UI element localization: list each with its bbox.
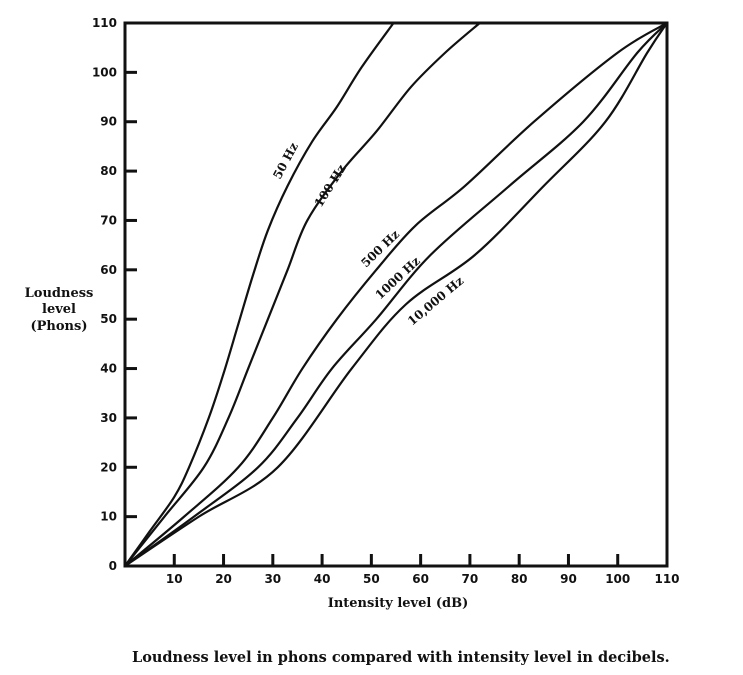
- curve-100hz: [124, 22, 481, 567]
- x-tick-label: 80: [511, 572, 528, 586]
- y-tick-label: 40: [100, 362, 117, 376]
- x-tick-label: 60: [412, 572, 429, 586]
- y-tick-label: 30: [100, 411, 117, 425]
- y-tick-label: 100: [92, 65, 117, 79]
- y-tick-label: 20: [100, 460, 117, 474]
- y-axis-title-line-1: Loudness: [25, 286, 94, 301]
- y-axis-title: Loudness level (Phons): [25, 286, 94, 334]
- curve-500hz: [124, 22, 668, 567]
- y-tick-label: 90: [100, 115, 117, 129]
- curve-1000hz: [124, 22, 668, 567]
- x-tick-label: 70: [462, 572, 479, 586]
- curve-label-1000hz: 1000 Hz: [372, 254, 422, 302]
- curves: [124, 22, 668, 567]
- y-tick-label: 0: [109, 559, 117, 573]
- x-tick-label: 40: [314, 572, 331, 586]
- x-axis-title: Intensity level (dB): [328, 596, 468, 611]
- x-tick-label: 100: [605, 572, 630, 586]
- x-tick-label: 110: [654, 572, 679, 586]
- y-tick-label: 70: [100, 213, 117, 227]
- x-tick-label: 10: [166, 572, 183, 586]
- y-axis-title-line-3: (Phons): [31, 319, 88, 334]
- y-tick-label: 50: [100, 312, 117, 326]
- y-tick-label: 60: [100, 263, 117, 277]
- x-tick-label: 20: [215, 572, 232, 586]
- curve-label-50hz: 50 Hz: [270, 140, 301, 181]
- curve-label-100hz: 100 Hz: [312, 162, 349, 210]
- curve-50hz: [124, 22, 395, 567]
- figure-caption: Loudness level in phons compared with in…: [132, 649, 670, 666]
- curve-10000hz: [124, 22, 668, 567]
- y-tick-label: 10: [100, 510, 117, 524]
- y-tick-label: 80: [100, 164, 117, 178]
- x-tick-label: 50: [363, 572, 380, 586]
- x-tick-label: 90: [560, 572, 577, 586]
- x-tick-label: 30: [264, 572, 281, 586]
- y-axis-title-line-2: level: [42, 302, 76, 317]
- plot-frame: [123, 21, 669, 568]
- axes: 0 10 20 30 40 50 60 70 80 90 100 110 10 20 30 40 50 60 70 8…: [92, 16, 680, 586]
- y-tick-label: 110: [92, 16, 117, 30]
